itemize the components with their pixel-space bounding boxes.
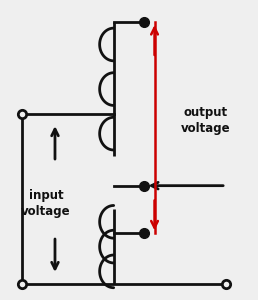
Text: output
voltage: output voltage (181, 106, 230, 135)
Text: input
voltage: input voltage (21, 189, 71, 218)
